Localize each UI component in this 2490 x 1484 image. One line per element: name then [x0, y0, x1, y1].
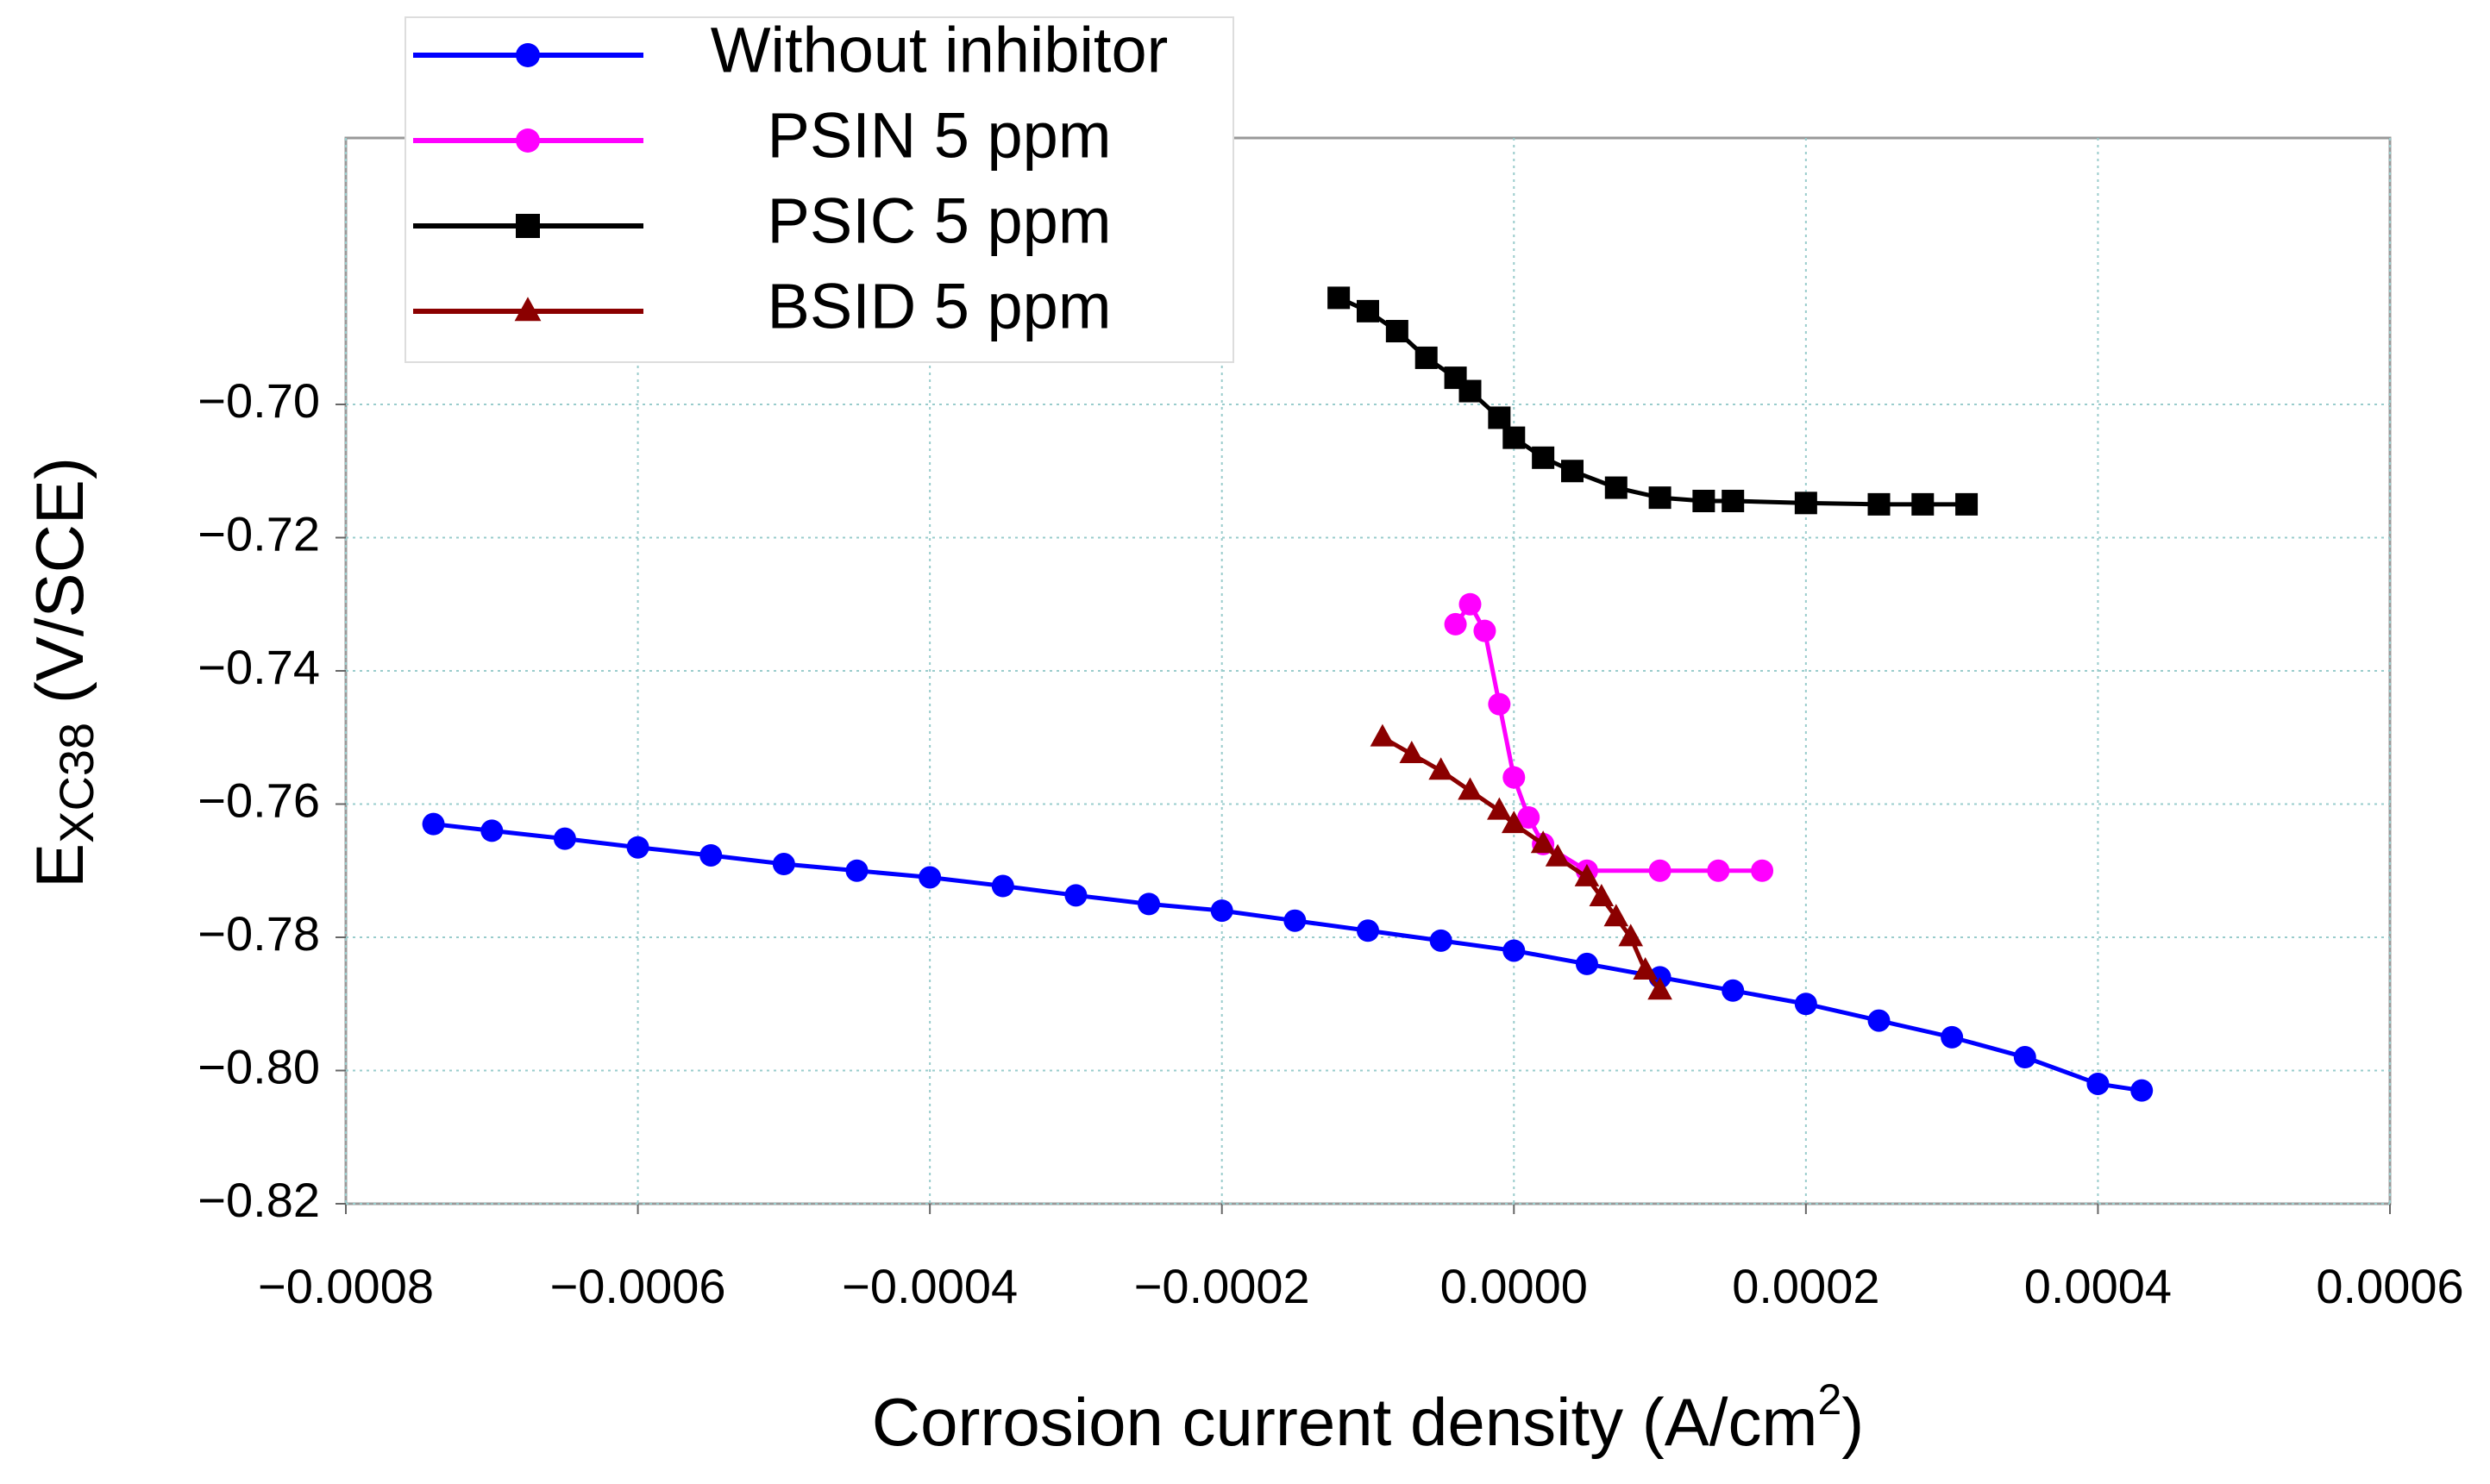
marker	[1210, 899, 1233, 923]
x-tick-label: 0.0000	[1440, 1259, 1588, 1313]
marker	[2130, 1079, 2154, 1102]
marker	[1532, 446, 1555, 469]
marker	[1488, 406, 1511, 429]
y-label-rest: (V/SCE)	[22, 457, 97, 723]
marker	[1357, 299, 1379, 322]
marker	[1589, 884, 1615, 907]
marker	[1385, 320, 1408, 343]
marker	[1707, 859, 1730, 882]
marker	[1458, 379, 1482, 403]
x-tick-label: −0.0004	[842, 1259, 1018, 1313]
marker	[1488, 692, 1511, 716]
y-axis-label: EXC38 (V/SCE)	[22, 457, 103, 888]
marker	[1911, 492, 1935, 516]
y-tick-label: −0.72	[198, 506, 320, 560]
marker	[1545, 843, 1571, 867]
legend-label: BSID 5 ppm	[768, 271, 1112, 342]
marker	[772, 853, 795, 876]
marker	[1444, 612, 1467, 636]
marker	[1370, 723, 1396, 747]
marker	[845, 859, 869, 882]
x-tick-label: 0.0002	[1732, 1259, 1879, 1313]
marker	[1574, 863, 1600, 886]
legend-label: Without inhibitor	[711, 15, 1169, 86]
marker	[1722, 979, 1745, 1002]
y-label-main: E	[22, 843, 97, 888]
marker	[1429, 929, 1452, 952]
marker	[626, 836, 649, 859]
marker	[1751, 859, 1774, 882]
marker	[1867, 492, 1891, 516]
x-tick-label: −0.0008	[258, 1259, 434, 1313]
marker	[1722, 490, 1745, 513]
marker	[1530, 830, 1556, 854]
marker	[1064, 884, 1088, 907]
marker	[1941, 1025, 1964, 1049]
x-axis-label: Corrosion current density (A/cm2)	[872, 1375, 1864, 1459]
marker	[1575, 952, 1598, 975]
x-label-sup: 2	[1817, 1375, 1841, 1424]
marker	[1647, 977, 1672, 1000]
x-tick-label: 0.0004	[2024, 1259, 2172, 1313]
y-tick-label: −0.78	[198, 906, 320, 961]
x-tick-label: −0.0006	[550, 1259, 726, 1313]
y-label-sub: XC38	[49, 723, 103, 843]
marker	[1633, 957, 1658, 980]
marker	[553, 827, 576, 850]
marker	[1867, 1009, 1891, 1032]
y-tick-label: −0.74	[198, 640, 320, 694]
marker	[514, 297, 542, 322]
marker	[991, 874, 1014, 898]
marker	[1561, 460, 1584, 483]
marker	[1618, 924, 1644, 947]
marker	[1357, 919, 1379, 942]
x-tick-label: 0.0006	[2316, 1259, 2463, 1313]
marker	[1517, 805, 1540, 829]
legend-box	[405, 16, 1234, 363]
x-label-main: Corrosion current density (A/cm	[872, 1384, 1818, 1460]
y-tick-label: −0.82	[198, 1173, 320, 1227]
marker	[1604, 476, 1628, 499]
legend-label: PSIC 5 ppm	[768, 185, 1112, 257]
legend-label: PSIN 5 ppm	[768, 100, 1112, 172]
marker	[1603, 904, 1629, 927]
y-tick-label: −0.80	[198, 1039, 320, 1093]
marker	[2013, 1046, 2036, 1069]
marker	[1458, 592, 1482, 616]
y-tick-label: −0.70	[198, 373, 320, 428]
marker	[1327, 286, 1351, 310]
marker	[1473, 619, 1496, 642]
marker	[1794, 492, 1817, 515]
marker	[699, 843, 723, 867]
marker	[1487, 797, 1512, 820]
marker	[1414, 346, 1438, 369]
marker	[1283, 909, 1307, 932]
marker	[516, 214, 540, 238]
marker	[1648, 859, 1671, 882]
marker	[1692, 490, 1715, 513]
marker	[1428, 757, 1453, 780]
marker	[1458, 777, 1483, 800]
marker	[516, 43, 540, 67]
marker	[422, 812, 445, 836]
marker	[1648, 486, 1671, 510]
marker	[1794, 992, 1817, 1016]
marker	[1501, 811, 1527, 834]
marker	[480, 819, 504, 842]
marker	[516, 128, 540, 153]
marker	[1399, 740, 1425, 763]
marker	[1138, 892, 1161, 916]
marker	[919, 866, 942, 889]
marker	[1502, 766, 1526, 789]
x-label-end: )	[1841, 1384, 1864, 1460]
marker	[1955, 492, 1979, 516]
marker	[1502, 426, 1526, 449]
marker	[1502, 939, 1526, 962]
legend: Without inhibitor PSIN 5 ppm PSIC 5 ppm BSI…	[405, 15, 1234, 363]
x-tick-label: −0.0002	[1134, 1259, 1310, 1313]
y-tick-label: −0.76	[198, 773, 320, 827]
marker	[2086, 1072, 2110, 1095]
